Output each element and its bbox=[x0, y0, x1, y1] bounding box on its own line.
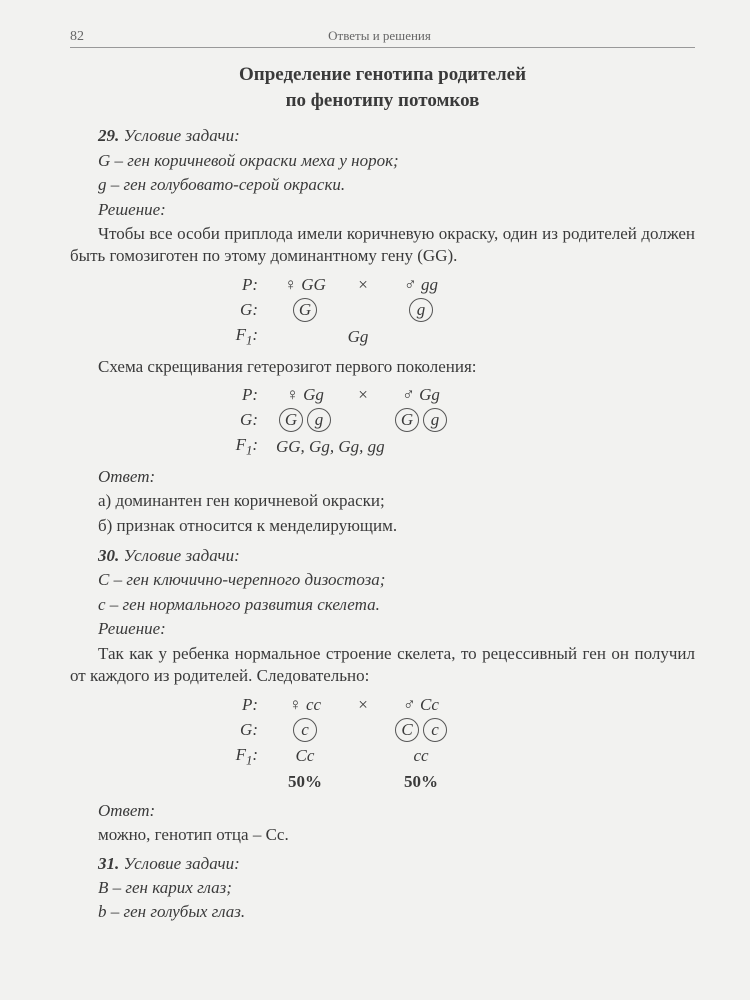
p29-gene-G: G – ген коричневой окраски меха у норок; bbox=[70, 150, 695, 172]
male-symbol: ♂ bbox=[403, 694, 416, 716]
condition-label: Условие задачи: bbox=[124, 546, 240, 565]
row-F1-label: F1: bbox=[70, 744, 270, 769]
p30-gene-c: c – ген нормального развития скелета. bbox=[70, 594, 695, 616]
condition-label: Условие задачи: bbox=[124, 854, 240, 873]
p30-answer: можно, генотип отца – Cc. bbox=[70, 824, 695, 846]
title-line-1: Определение генотипа родителей bbox=[239, 64, 526, 85]
p29c2-gf1: G bbox=[279, 408, 303, 432]
problem-29-number: 29. bbox=[98, 126, 119, 145]
p30-gm1: C bbox=[395, 718, 419, 742]
f1-f: F bbox=[236, 745, 246, 764]
p29c2-pm: Gg bbox=[419, 384, 440, 406]
p30-pf: cc bbox=[306, 694, 321, 716]
p30-f1-2: cc bbox=[386, 745, 456, 767]
row-P-label: P: bbox=[70, 694, 270, 716]
p29c2-f1: GG, Gg, Gg, gg bbox=[270, 436, 452, 458]
f1-colon: : bbox=[252, 435, 258, 454]
problem-31: 31. Условие задачи: B – ген карих глаз; … bbox=[70, 853, 695, 924]
condition-label: Условие задачи: bbox=[124, 126, 240, 145]
p30-solution-text: Так как у ребенка нормальное строение ск… bbox=[70, 643, 695, 688]
p30-gm2: c bbox=[423, 718, 447, 742]
row-F1-label: F1: bbox=[70, 324, 270, 349]
p29c1-gf: G bbox=[293, 298, 317, 322]
row-P-label: P: bbox=[70, 274, 270, 296]
problem-29: 29. Условие задачи: G – ген коричневой о… bbox=[70, 125, 695, 537]
p29-answer-b: б) признак относится к менделирующим. bbox=[70, 515, 695, 537]
problem-30-number: 30. bbox=[98, 546, 119, 565]
p30-solution-text-span: Так как у ребенка нормальное строение ск… bbox=[70, 644, 695, 685]
male-symbol: ♂ bbox=[404, 274, 417, 296]
problem-31-number: 31. bbox=[98, 854, 119, 873]
p29c2-pf: Gg bbox=[303, 384, 324, 406]
p30-pct1: 50% bbox=[270, 771, 340, 793]
times-symbol: × bbox=[340, 274, 386, 296]
p29-scheme-text: Схема скрещивания гетерозигот первого по… bbox=[70, 356, 695, 378]
p29-gene-g: g – ген голубовато-серой окраски. bbox=[70, 174, 695, 196]
p29c1-pm: gg bbox=[421, 274, 438, 296]
solution-label: Решение: bbox=[70, 618, 695, 640]
female-symbol: ♀ bbox=[289, 694, 302, 716]
p29c2-gm2: g bbox=[423, 408, 447, 432]
female-symbol: ♀ bbox=[286, 384, 299, 406]
row-G-label: G: bbox=[70, 719, 270, 741]
body: 29. Условие задачи: G – ген коричневой о… bbox=[70, 125, 695, 924]
p29-solution-text-span: Чтобы все особи приплода имели коричневу… bbox=[70, 224, 695, 265]
p30-pct2: 50% bbox=[386, 771, 456, 793]
f1-f: F bbox=[236, 435, 246, 454]
p31-gene-b: b – ген голубых глаз. bbox=[70, 901, 695, 923]
p29c1-pf: GG bbox=[301, 274, 326, 296]
p30-gf: c bbox=[293, 718, 317, 742]
page-container: 82 Ответы и решения Определение генотипа… bbox=[0, 0, 750, 948]
p29c2-gf2: g bbox=[307, 408, 331, 432]
section-title: Определение генотипа родителей по феноти… bbox=[70, 62, 695, 113]
row-G-label: G: bbox=[70, 299, 270, 321]
page-number: 82 bbox=[70, 29, 84, 45]
p29-solution-text: Чтобы все особи приплода имели коричневу… bbox=[70, 223, 695, 268]
row-P-label: P: bbox=[70, 384, 270, 406]
female-symbol: ♀ bbox=[284, 274, 297, 296]
answer-label: Ответ: bbox=[70, 466, 695, 488]
p29-cross-1: P: ♀ GG × ♂ gg G: G g F1: bbox=[70, 274, 695, 350]
page-header: 82 Ответы и решения bbox=[70, 28, 695, 48]
p29-answer-a: а) доминантен ген коричневой окраски; bbox=[70, 490, 695, 512]
p29c1-f1: Gg bbox=[270, 326, 446, 348]
f1-f: F bbox=[236, 325, 246, 344]
row-G-label: G: bbox=[70, 409, 270, 431]
p30-cross: P: ♀ cc × ♂ Cc G: c Cc bbox=[70, 694, 695, 794]
p29c2-gm1: G bbox=[395, 408, 419, 432]
p29-cross-2: P: ♀ Gg × ♂ Gg G: Gg Gg bbox=[70, 384, 695, 460]
times-symbol: × bbox=[340, 384, 386, 406]
p30-f1-1: Cc bbox=[270, 745, 340, 767]
title-line-2: по фенотипу потомков bbox=[286, 90, 480, 111]
row-F1-label: F1: bbox=[70, 434, 270, 459]
solution-label: Решение: bbox=[70, 199, 695, 221]
p29c1-gm: g bbox=[409, 298, 433, 322]
header-title: Ответы и решения bbox=[328, 28, 431, 44]
f1-colon: : bbox=[252, 745, 258, 764]
times-symbol: × bbox=[340, 694, 386, 716]
f1-colon: : bbox=[252, 325, 258, 344]
answer-label: Ответ: bbox=[70, 800, 695, 822]
p31-gene-B: B – ген карих глаз; bbox=[70, 877, 695, 899]
p30-gene-C: C – ген ключично-черепного дизостоза; bbox=[70, 569, 695, 591]
male-symbol: ♂ bbox=[402, 384, 415, 406]
problem-30: 30. Условие задачи: C – ген ключично-чер… bbox=[70, 545, 695, 847]
p30-answer-text: можно, генотип отца – Cc. bbox=[98, 825, 289, 844]
p30-pm: Cc bbox=[420, 694, 439, 716]
